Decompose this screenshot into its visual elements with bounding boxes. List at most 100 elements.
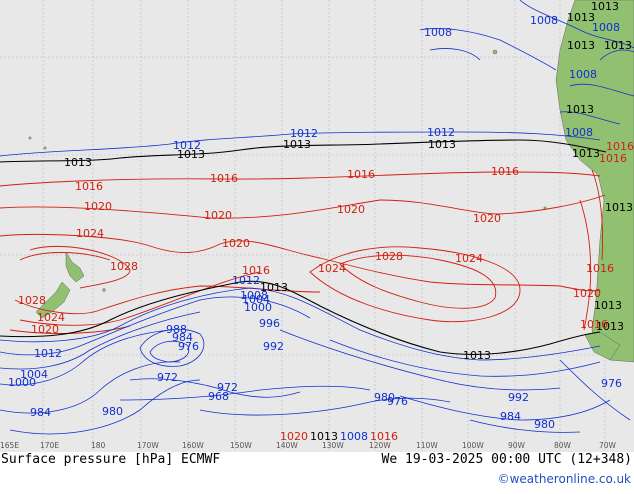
longitude-tick-label: 80W <box>554 441 572 450</box>
isobar-label: 1016 <box>75 180 103 193</box>
isobar-label: 1016 <box>586 262 614 275</box>
isobar-label: 1013 <box>572 147 600 160</box>
longitude-tick-label: 130W <box>322 441 344 450</box>
isobar-label: 1016 <box>210 172 238 185</box>
isobars-1013 <box>0 139 607 355</box>
isobar-label: 1016 <box>242 264 270 277</box>
isobar-label: 1013 <box>260 281 288 294</box>
isobar-label: 972 <box>157 371 178 384</box>
isobar-label: 1020 <box>222 237 250 250</box>
longitude-tick-label: 100W <box>462 441 484 450</box>
longitude-tick-label: 70W <box>599 441 617 450</box>
longitude-tick-label: 110W <box>416 441 438 450</box>
isobar-label: 1000 <box>244 301 272 314</box>
isobar-label: 1004 <box>20 368 48 381</box>
isobar-label: 976 <box>178 340 199 353</box>
isobar-label: 1008 <box>424 26 452 39</box>
pacific-island <box>28 136 32 140</box>
isobar-label: 1020 <box>280 430 308 443</box>
isobar-label: 1012 <box>427 126 455 139</box>
isobar-label: 1016 <box>606 140 634 153</box>
isobar-label: 1016 <box>370 430 398 443</box>
isobar-label: 1013 <box>604 39 632 52</box>
valid-time: We 19-03-2025 00:00 UTC (12+348) <box>381 452 632 467</box>
isobar-label: 1016 <box>599 152 627 165</box>
isobar-label: 980 <box>102 405 123 418</box>
isobar-label: 1012 <box>173 139 201 152</box>
isobar-label: 976 <box>387 395 408 408</box>
isobar-label: 1012 <box>232 274 260 287</box>
isobar-label: 1013 <box>283 138 311 151</box>
new-zealand-south <box>35 281 71 319</box>
isobar-label: 1020 <box>31 323 59 336</box>
isobar-label: 1020 <box>204 209 232 222</box>
isobar-label: 1020 <box>84 200 112 213</box>
isobar-label: 1013 <box>567 11 595 24</box>
longitude-tick-label: 180 <box>91 441 106 450</box>
galapagos-island <box>492 49 498 55</box>
site-credit[interactable]: ©weatheronline.co.uk <box>497 472 631 486</box>
isobar-label: 1016 <box>580 318 608 331</box>
isobar-label: 1008 <box>530 14 558 27</box>
isobar-label: 1000 <box>8 376 36 389</box>
isobar-label: 988 <box>166 323 187 336</box>
isobar-label: 968 <box>208 390 229 403</box>
isobar-label: 1013 <box>310 430 338 443</box>
isobar-label: 1020 <box>473 212 501 225</box>
longitude-tick-label: 170W <box>137 441 159 450</box>
isobar-label: 1016 <box>491 165 519 178</box>
isobar-label: 1024 <box>37 311 65 324</box>
isobar-label: 1028 <box>375 250 403 263</box>
isobar-label: 1012 <box>290 127 318 140</box>
longitude-tick-label: 170E <box>40 441 59 450</box>
isobar-label: 1008 <box>565 126 593 139</box>
isobar-label: 984 <box>500 410 521 423</box>
isobar-label: 972 <box>217 381 238 394</box>
isobar-label: 1013 <box>428 138 456 151</box>
isobars-high <box>0 169 606 334</box>
isobar-label: 1008 <box>569 68 597 81</box>
longitude-tick-label: 160W <box>182 441 204 450</box>
isobar-label: 996 <box>259 317 280 330</box>
isobar-label: 1004 <box>242 293 270 306</box>
isobar-label: 1013 <box>594 299 622 312</box>
isobar-label: 984 <box>30 406 51 419</box>
longitude-tick-label: 165E <box>0 441 19 450</box>
isobar-label: 1016 <box>347 168 375 181</box>
longitude-tick-label: 140W <box>276 441 298 450</box>
isobar-label: 992 <box>263 340 284 353</box>
isobar-label: 1024 <box>455 252 483 265</box>
graticule <box>0 0 634 452</box>
isobar-label: 1013 <box>463 349 491 362</box>
chatham-island <box>102 288 106 292</box>
isobar-label: 1012 <box>34 347 62 360</box>
longitude-tick-label: 120W <box>369 441 391 450</box>
isobar-label: 1028 <box>18 294 46 307</box>
isobar-label: 1013 <box>596 320 624 333</box>
isobar-label: 1020 <box>337 203 365 216</box>
longitude-tick-label: 90W <box>508 441 526 450</box>
isobar-label: 976 <box>601 377 622 390</box>
ocean-background <box>0 0 634 452</box>
map-title: Surface pressure [hPa] ECMWF <box>1 452 221 467</box>
isobar-label: 1013 <box>567 39 595 52</box>
isobar-label: 1028 <box>110 260 138 273</box>
isobar-label: 992 <box>508 391 529 404</box>
isobars-low <box>0 0 634 435</box>
isobar-label: 980 <box>374 391 395 404</box>
isobar-label: 1013 <box>64 156 92 169</box>
isobar-label: 1024 <box>76 227 104 240</box>
isobar-label: 1013 <box>566 103 594 116</box>
pacific-island <box>43 146 47 150</box>
longitude-tick-label: 150W <box>230 441 252 450</box>
isobar-label: 1008 <box>240 289 268 302</box>
isobar-label: 1008 <box>592 21 620 34</box>
new-zealand-north <box>65 251 85 283</box>
isobar-label: 1013 <box>591 0 619 13</box>
isobar-label: 1008 <box>340 430 368 443</box>
longitude-ticks: 165E 170E 180 170W 160W 150W 140W 130W 120W 110W 1… <box>0 441 617 450</box>
isobar-label: 984 <box>172 331 193 344</box>
isobar-label: 1024 <box>318 262 346 275</box>
